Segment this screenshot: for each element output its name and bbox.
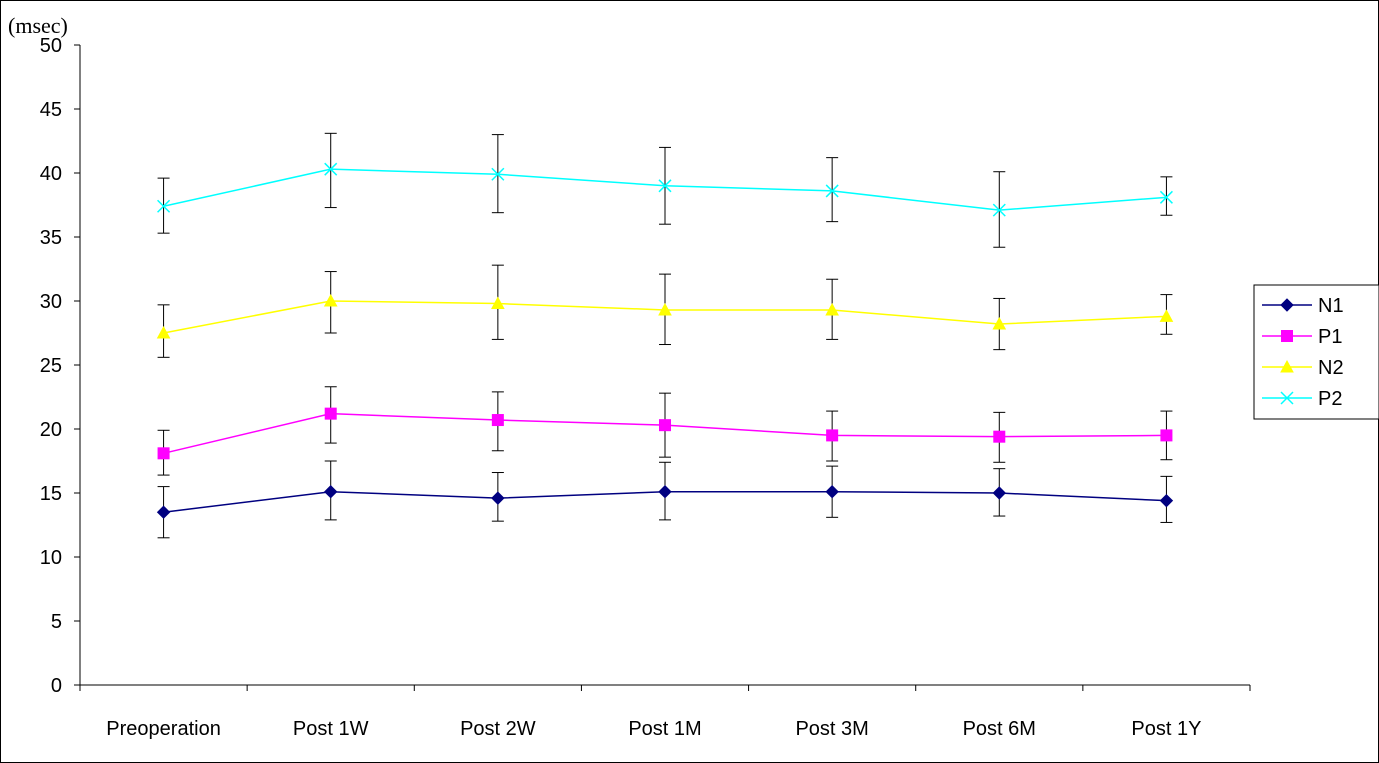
point-n2 — [323, 293, 338, 307]
point-p1 — [324, 407, 337, 420]
legend-marker-p2-stroke — [1280, 391, 1294, 405]
point-n2 — [992, 316, 1007, 330]
point-p2 — [825, 184, 839, 198]
legend-marker-n2 — [1280, 359, 1294, 373]
legend-marker-p2 — [1280, 391, 1294, 405]
legend: N1 P1 N2 P2 — [1253, 284, 1379, 420]
legend-item-n2: N2 — [1262, 357, 1344, 379]
point-n2 — [491, 296, 505, 310]
y-tick-label: 45 — [40, 99, 62, 121]
point-n2 — [825, 302, 839, 316]
point-p2 — [658, 179, 672, 193]
y-tick-label: 50 — [40, 35, 62, 57]
point-n2 — [1159, 309, 1174, 322]
point-p2-stroke — [1159, 190, 1173, 204]
point-n2 — [156, 325, 171, 339]
y-tick-label: 20 — [40, 419, 62, 441]
point-n1 — [992, 486, 1006, 500]
point-p2-stroke — [825, 184, 839, 198]
point-p2-stroke — [491, 167, 505, 181]
series-n1 — [156, 460, 1174, 539]
legend-item-p2: P2 — [1262, 388, 1342, 410]
y-tick-label: 5 — [51, 611, 62, 633]
legend-box — [1253, 284, 1379, 420]
point-p1 — [993, 430, 1006, 443]
point-p2 — [992, 203, 1006, 217]
point-n1 — [1159, 493, 1174, 508]
x-tick-label: Post 6M — [963, 718, 1036, 740]
point-p2 — [491, 167, 505, 181]
point-p1 — [826, 429, 839, 442]
legend-label-n1: N1 — [1318, 295, 1344, 317]
y-tick-label: 10 — [40, 547, 62, 569]
series-p2 — [157, 132, 1173, 248]
point-p2-stroke — [157, 199, 171, 213]
y-tick-label: 0 — [51, 675, 62, 697]
point-p1 — [491, 414, 504, 427]
point-p2 — [324, 162, 338, 176]
point-p2 — [1159, 190, 1173, 204]
legend-label-p2: P2 — [1318, 388, 1342, 410]
y-tick-label: 30 — [40, 291, 62, 313]
y-unit-label: (msec) — [8, 13, 68, 38]
series-n2 — [156, 264, 1174, 358]
point-p2 — [157, 199, 171, 213]
point-n1 — [825, 485, 839, 499]
x-tick-label: Post 1M — [628, 718, 701, 740]
legend-label-n2: N2 — [1318, 357, 1344, 379]
series-p1 — [157, 386, 1173, 476]
legend-marker-p1 — [1281, 330, 1293, 342]
series-layer — [156, 132, 1174, 539]
error-bar-p2 — [1160, 176, 1173, 216]
point-n1 — [491, 491, 505, 505]
point-p1 — [659, 419, 671, 432]
y-tick-label: 15 — [40, 483, 62, 505]
axes: 0 5 10 15 20 25 30 35 40 45 50 Preoperation Post 1W P… — [40, 35, 1251, 740]
legend-label-p1: P1 — [1318, 326, 1342, 348]
point-p1 — [1160, 429, 1173, 442]
point-n1 — [658, 485, 672, 499]
point-p1 — [157, 447, 170, 460]
point-n1 — [156, 505, 171, 519]
point-n1 — [324, 485, 338, 499]
legend-marker-n1 — [1280, 298, 1294, 312]
x-tick-label: Post 1Y — [1131, 718, 1201, 740]
error-bar-p2 — [826, 157, 839, 223]
x-tick-label: Post 3M — [795, 718, 868, 740]
legend-item-p1: P1 — [1262, 326, 1342, 348]
point-p2-stroke — [658, 179, 672, 193]
legend-item-n1: N1 — [1262, 295, 1344, 317]
point-n2 — [658, 302, 672, 316]
x-tick-label: Post 1W — [293, 718, 369, 740]
y-tick-label: 35 — [40, 227, 62, 249]
x-tick-label: Post 2W — [460, 718, 536, 740]
x-tick-label: Preoperation — [106, 718, 221, 740]
point-p2-stroke — [324, 162, 338, 176]
error-bar-p2 — [324, 132, 337, 209]
y-tick-label: 40 — [40, 163, 62, 185]
y-tick-label: 25 — [40, 355, 62, 377]
point-p2-stroke — [992, 203, 1006, 217]
